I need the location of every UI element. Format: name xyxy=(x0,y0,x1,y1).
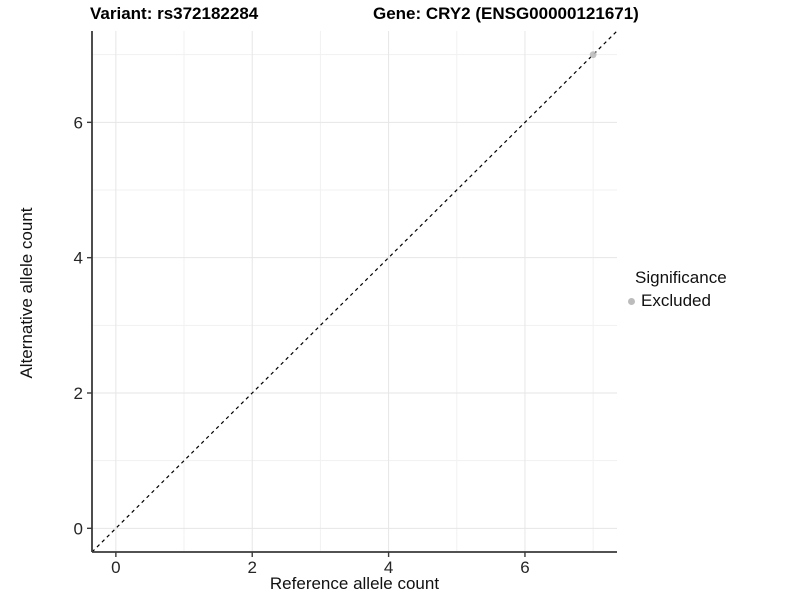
y-tick-label: 4 xyxy=(74,249,83,268)
legend-item-excluded: Excluded xyxy=(628,291,727,311)
x-tick-label: 4 xyxy=(384,558,393,577)
x-tick-label: 0 xyxy=(111,558,120,577)
legend-item-label: Excluded xyxy=(641,291,711,310)
variant-title: Variant: rs372182284 xyxy=(90,4,259,23)
y-tick-label: 0 xyxy=(74,519,83,538)
x-axis-title: Reference allele count xyxy=(269,574,440,593)
legend: Significance Excluded xyxy=(628,268,727,311)
x-tick-label: 2 xyxy=(247,558,256,577)
excluded-point-icon xyxy=(628,297,635,305)
identity-line xyxy=(91,30,618,553)
x-tick-label: 6 xyxy=(520,558,529,577)
gene-title: Gene: CRY2 (ENSG00000121671) xyxy=(373,4,639,23)
data-point xyxy=(589,51,597,59)
y-tick-label: 2 xyxy=(74,384,83,403)
legend-title: Significance xyxy=(635,268,727,287)
y-axis-title: Alternative allele count xyxy=(17,207,36,379)
y-tick-label: 6 xyxy=(74,113,83,132)
